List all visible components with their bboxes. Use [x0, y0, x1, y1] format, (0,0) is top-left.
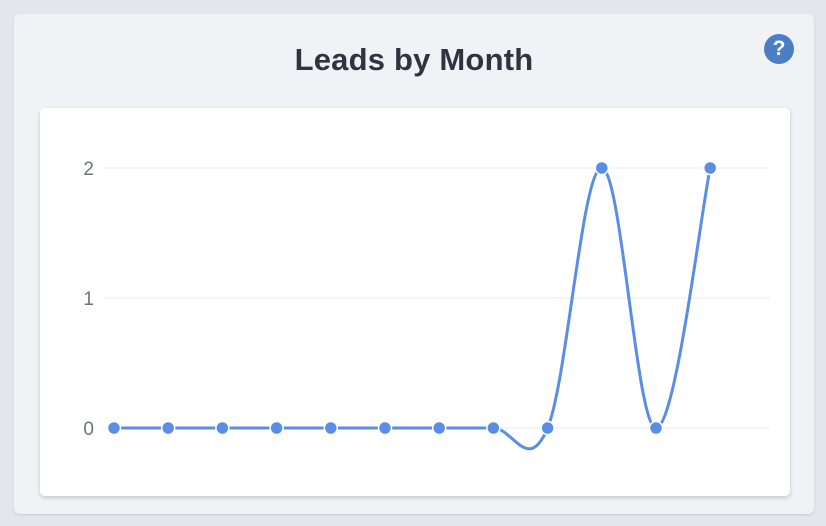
data-point[interactable] — [540, 420, 555, 436]
widget-title: Leads by Month — [294, 42, 534, 77]
leads-line-chart: 0 1 2 — [83, 159, 770, 451]
y-tick-label: 2 — [83, 159, 94, 180]
leads-widget: Leads by Month ? 0 1 2 — [14, 14, 814, 514]
series-line — [113, 166, 712, 451]
data-point[interactable] — [648, 420, 664, 436]
y-tick-label: 0 — [83, 419, 94, 440]
data-point[interactable] — [377, 420, 393, 436]
data-point[interactable] — [215, 420, 230, 436]
data-point[interactable] — [269, 420, 284, 436]
data-point[interactable] — [594, 160, 610, 176]
data-point[interactable] — [431, 420, 447, 436]
help-icon[interactable]: ? — [764, 34, 794, 64]
help-icon-glyph: ? — [772, 37, 786, 60]
chart-card: 0 1 2 — [40, 108, 790, 496]
data-point[interactable] — [106, 420, 122, 436]
data-point[interactable] — [323, 420, 339, 436]
data-point[interactable] — [702, 160, 718, 176]
data-point[interactable] — [486, 420, 501, 436]
y-tick-label: 1 — [83, 289, 94, 310]
data-point[interactable] — [160, 420, 176, 436]
